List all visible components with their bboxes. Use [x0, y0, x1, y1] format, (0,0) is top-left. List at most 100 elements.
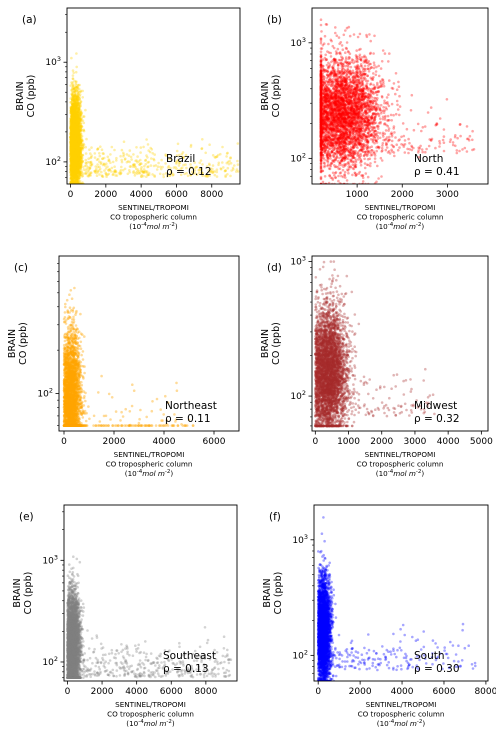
data-point — [96, 169, 99, 173]
data-point — [75, 134, 78, 137]
data-point — [76, 179, 80, 183]
data-point — [75, 136, 78, 140]
data-point — [75, 52, 78, 55]
data-point — [71, 159, 75, 162]
data-point — [76, 127, 79, 131]
data-point — [76, 156, 79, 159]
data-point — [70, 150, 74, 153]
data-point — [72, 141, 75, 144]
data-point — [442, 149, 446, 153]
data-point — [71, 136, 75, 139]
data-point — [70, 142, 73, 145]
data-point — [76, 114, 79, 117]
data-point — [71, 81, 75, 84]
data-point — [69, 167, 73, 171]
data-point — [71, 146, 75, 149]
data-point — [69, 163, 72, 166]
data-point — [76, 125, 80, 128]
data-point — [74, 131, 77, 135]
data-point — [73, 144, 76, 148]
data-point — [73, 140, 76, 143]
data-point — [78, 140, 82, 144]
data-point — [77, 153, 80, 156]
data-point — [75, 125, 78, 128]
data-point — [74, 141, 77, 145]
data-point — [69, 114, 73, 118]
data-point — [127, 154, 131, 157]
data-point — [74, 119, 78, 122]
data-point — [140, 162, 143, 165]
data-point — [71, 153, 74, 156]
data-point — [70, 157, 73, 160]
data-point — [70, 151, 74, 155]
data-point — [73, 142, 76, 146]
data-point — [73, 180, 76, 183]
data-point — [211, 154, 215, 157]
data-point — [74, 174, 77, 178]
data-point — [82, 142, 85, 146]
data-point — [77, 146, 81, 149]
data-point — [126, 160, 130, 163]
data-point — [197, 168, 200, 172]
data-point — [72, 127, 76, 130]
data-point — [72, 126, 76, 129]
data-point — [70, 163, 74, 167]
data-point — [93, 156, 97, 159]
data-point — [71, 156, 75, 160]
data-point — [77, 165, 81, 168]
data-point — [78, 134, 81, 137]
data-point — [72, 171, 75, 174]
data-point — [76, 107, 79, 111]
data-point — [69, 135, 72, 139]
data-point — [70, 131, 73, 134]
data-point — [72, 138, 76, 142]
data-point — [77, 142, 80, 145]
data-point — [79, 151, 82, 154]
data-point — [71, 120, 74, 123]
data-point — [156, 165, 160, 168]
data-point — [74, 113, 78, 117]
data-point — [73, 135, 77, 139]
data-point — [128, 149, 132, 152]
data-point — [232, 168, 235, 171]
data-point — [215, 175, 219, 178]
data-point — [75, 156, 78, 159]
data-point — [74, 151, 78, 155]
data-point — [100, 148, 104, 151]
data-point — [73, 170, 76, 173]
data-point — [70, 175, 73, 178]
data-point — [74, 177, 77, 180]
data-point — [215, 155, 218, 158]
data-point — [75, 135, 79, 139]
data-point — [146, 165, 149, 169]
data-point — [77, 164, 81, 167]
data-point — [75, 180, 79, 184]
data-point — [75, 113, 78, 116]
data-point — [71, 131, 75, 134]
data-point — [70, 110, 73, 113]
data-point — [79, 159, 82, 163]
data-point — [70, 151, 73, 155]
data-point — [75, 153, 78, 156]
data-point — [69, 156, 73, 160]
data-point — [75, 163, 79, 166]
data-point — [72, 165, 75, 168]
data-point — [73, 143, 76, 147]
data-point — [71, 155, 75, 158]
data-point — [153, 175, 156, 178]
data-point — [76, 138, 79, 141]
data-point — [76, 101, 80, 105]
data-point — [70, 150, 74, 153]
data-point — [72, 180, 76, 183]
data-point — [70, 138, 74, 141]
data-point — [69, 127, 72, 130]
data-point — [71, 176, 75, 179]
data-point — [393, 154, 396, 158]
data-point — [71, 106, 75, 109]
data-point — [84, 161, 88, 165]
data-point — [69, 180, 73, 183]
data-point — [73, 163, 77, 166]
data-point — [112, 170, 115, 174]
data-point — [186, 174, 190, 178]
data-point — [77, 170, 80, 173]
